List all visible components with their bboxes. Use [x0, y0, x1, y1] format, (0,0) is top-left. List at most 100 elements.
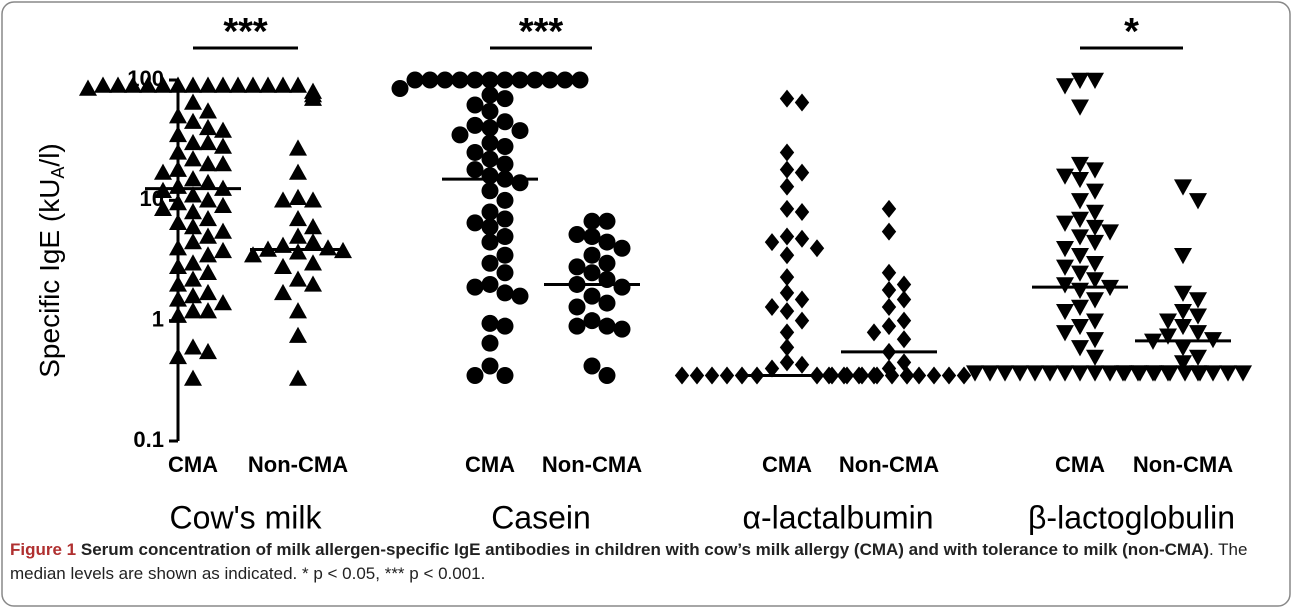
point [1071, 193, 1089, 210]
point [896, 353, 912, 372]
point [154, 76, 172, 93]
point [466, 71, 484, 89]
category-label: CMA [762, 452, 812, 477]
point [304, 89, 322, 106]
point [794, 355, 810, 374]
point [571, 71, 589, 89]
point [1056, 365, 1074, 382]
point [481, 102, 499, 120]
point [289, 209, 307, 227]
point [184, 338, 202, 355]
point [1056, 168, 1074, 185]
point [996, 365, 1014, 382]
point [779, 338, 795, 357]
point [496, 90, 514, 108]
point [199, 302, 217, 319]
point [794, 202, 810, 221]
point [214, 294, 232, 311]
point [214, 222, 232, 239]
y-tick-label: 1 [152, 306, 164, 331]
point [214, 241, 232, 259]
point [466, 143, 484, 161]
point [598, 294, 616, 312]
category-label: Non-CMA [248, 452, 348, 477]
point [1189, 349, 1207, 366]
point [541, 71, 559, 89]
point [496, 317, 514, 335]
point [451, 71, 469, 89]
point [881, 199, 897, 218]
point [598, 254, 616, 272]
point [304, 233, 322, 250]
point [496, 71, 514, 89]
point [1086, 332, 1104, 349]
point [259, 76, 277, 93]
point [568, 258, 586, 276]
point [481, 167, 499, 185]
point [941, 366, 957, 385]
point [779, 89, 795, 108]
caption-text: . The median levels are shown as indicat… [10, 540, 1248, 583]
point [496, 191, 514, 209]
point [583, 228, 601, 246]
point [1086, 234, 1104, 252]
point [274, 191, 292, 208]
point [1174, 247, 1192, 265]
point [511, 71, 529, 89]
point [496, 246, 514, 264]
category-label: CMA [1055, 452, 1105, 477]
point [229, 76, 247, 93]
point [1056, 303, 1074, 321]
point [289, 243, 307, 260]
point [169, 306, 187, 323]
group-label: α-lactalbumin [742, 499, 933, 535]
point [779, 268, 795, 287]
point [613, 278, 631, 296]
group-label: Cow's milk [170, 499, 323, 535]
point [169, 143, 187, 160]
point [881, 297, 897, 316]
point [881, 263, 897, 282]
point [481, 275, 499, 293]
point [779, 283, 795, 302]
point [1174, 303, 1192, 321]
point [836, 366, 852, 385]
point [1189, 292, 1207, 309]
point [481, 233, 499, 251]
point [779, 160, 795, 179]
category-label: Non-CMA [542, 452, 642, 477]
point [274, 283, 292, 301]
point [1189, 308, 1207, 325]
point [169, 177, 187, 194]
point [896, 330, 912, 349]
point [199, 246, 217, 263]
point [1086, 219, 1104, 237]
point [184, 133, 202, 151]
point [1086, 349, 1104, 366]
point [1071, 156, 1089, 174]
point [496, 284, 514, 302]
point [184, 150, 202, 167]
point [1056, 215, 1074, 232]
point [466, 116, 484, 134]
point [496, 113, 514, 131]
point [1086, 204, 1104, 221]
point [1174, 355, 1192, 372]
point [289, 369, 307, 386]
group-label: Casein [491, 499, 591, 535]
point [1174, 340, 1192, 357]
y-axis-label: Specific IgE (kUA/l) [34, 143, 67, 378]
point [1071, 99, 1089, 116]
point [169, 239, 187, 256]
point [1071, 265, 1089, 282]
point [304, 254, 322, 271]
point [184, 270, 202, 287]
point [598, 212, 616, 230]
point [1071, 318, 1089, 336]
point [289, 76, 307, 93]
point [289, 139, 307, 156]
point [124, 76, 142, 93]
point [184, 202, 202, 220]
point [214, 76, 232, 93]
point [556, 71, 574, 89]
